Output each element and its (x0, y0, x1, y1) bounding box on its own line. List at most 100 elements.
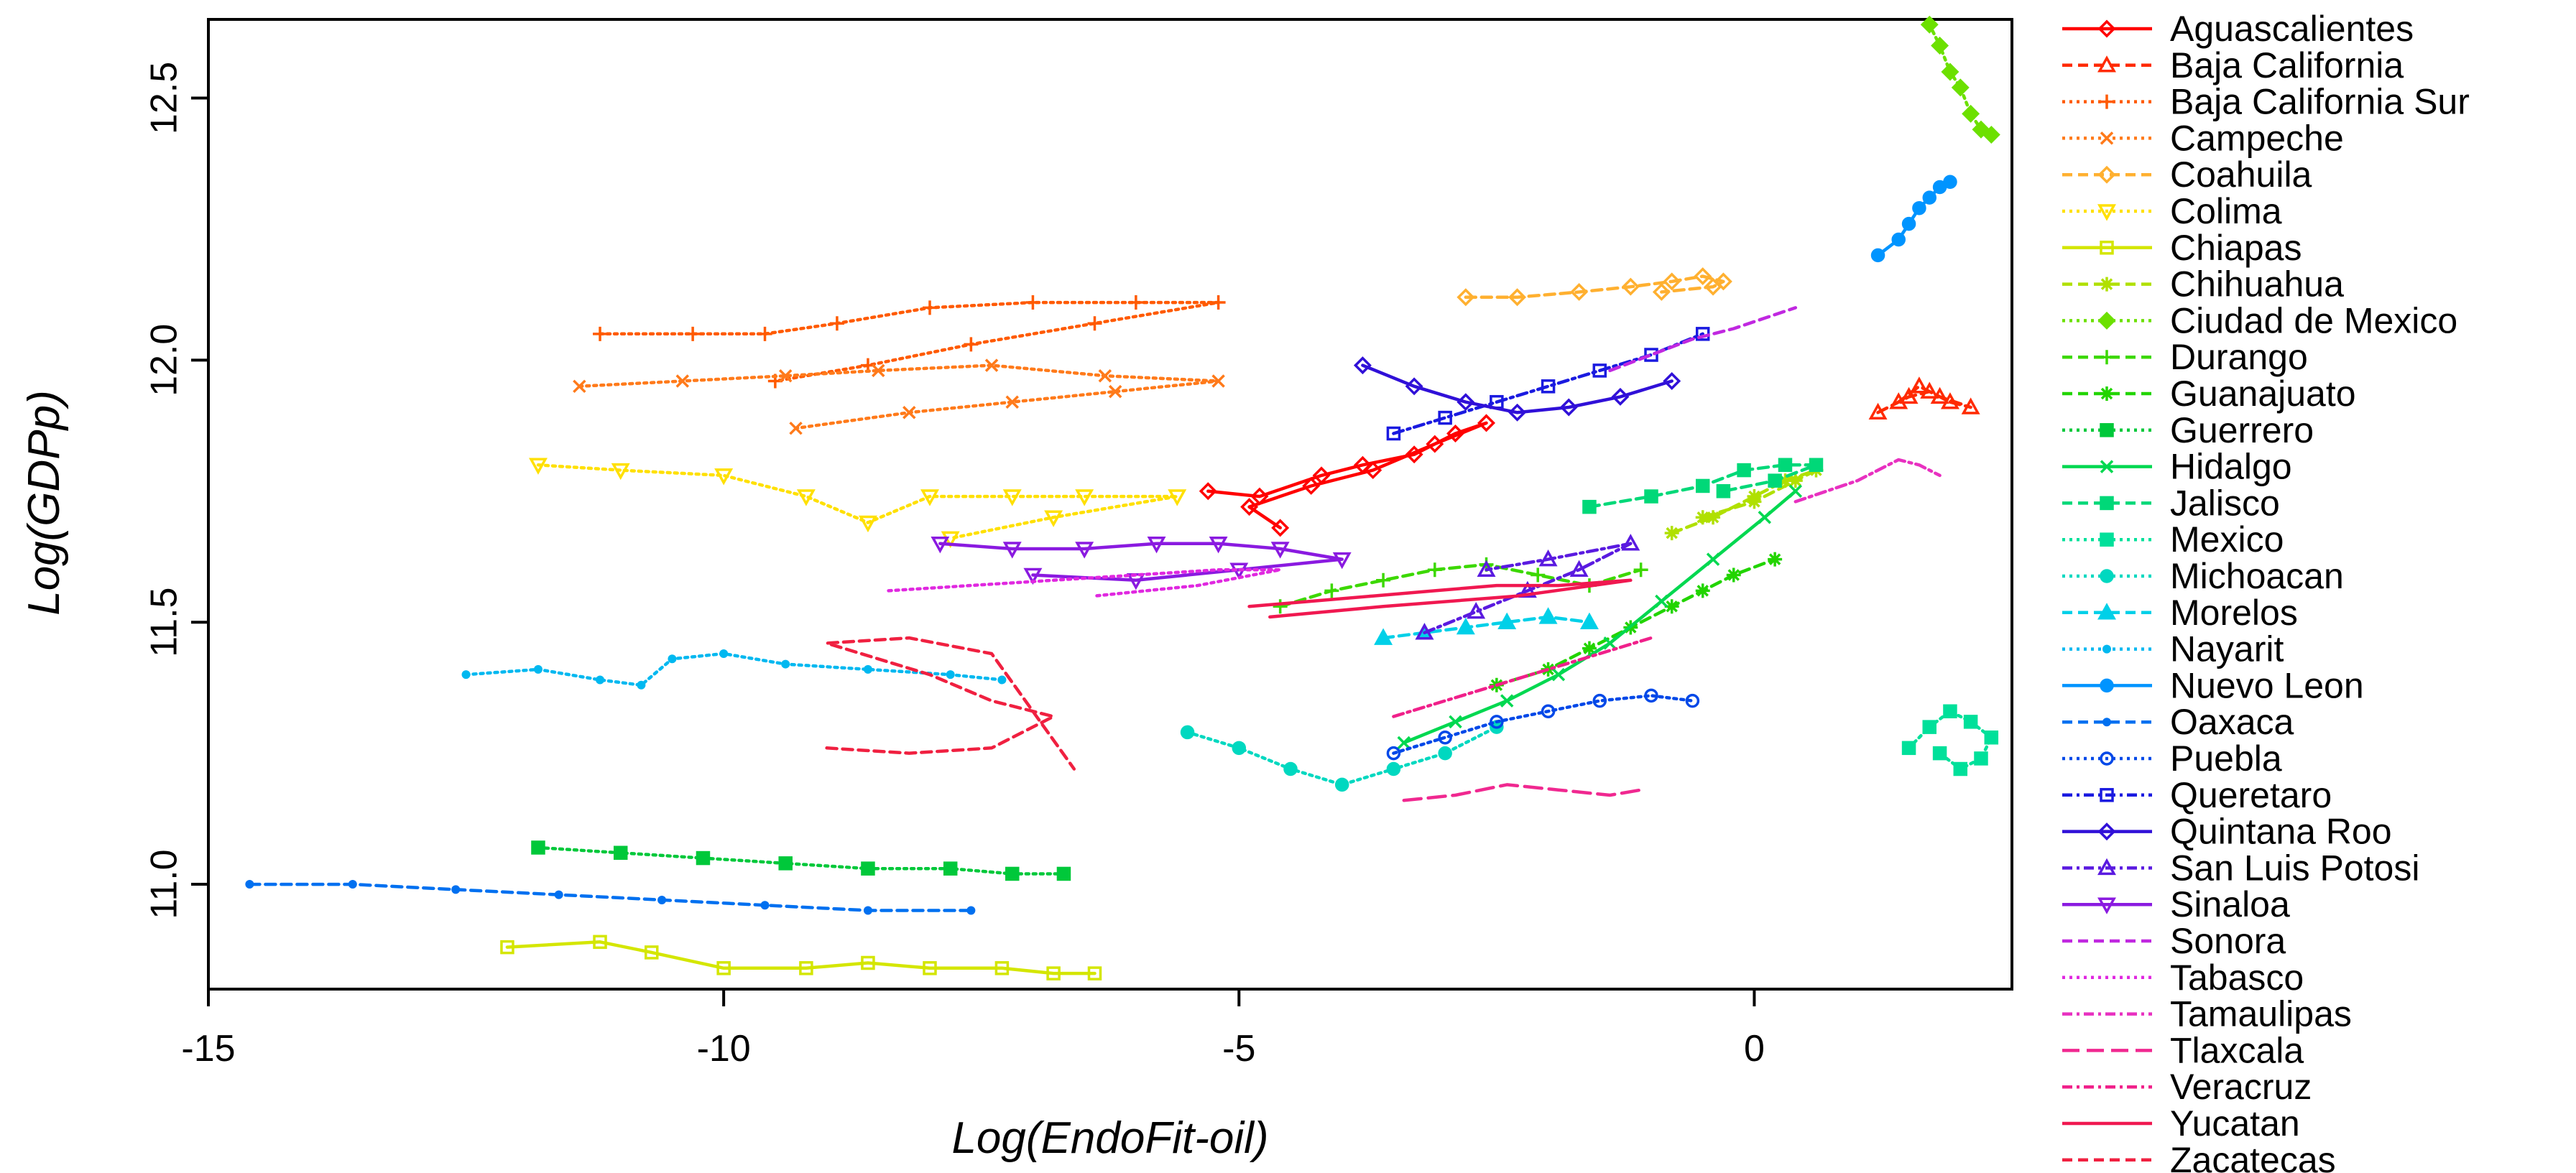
data-point (528, 458, 548, 475)
data-point (1901, 741, 1916, 756)
legend-marker (2100, 94, 2114, 109)
data-point (1056, 866, 1071, 881)
series-line (1495, 557, 1777, 687)
data-point (1108, 384, 1122, 399)
data-point (1324, 583, 1339, 598)
data-point (1714, 272, 1732, 291)
data-point (245, 880, 254, 889)
legend-item: Quintana Roo (2062, 812, 2392, 852)
data-point (1438, 410, 1452, 425)
series-yucatan (1247, 578, 1633, 619)
series-campeche (573, 358, 1225, 435)
legend-item: Colima (2062, 191, 2282, 231)
data-point (533, 664, 543, 674)
data-point (611, 463, 630, 481)
legend-item: Tlaxcala (2062, 1030, 2304, 1070)
series-tlaxcala (1402, 783, 1643, 802)
data-point (1273, 599, 1288, 614)
legend-marker (2100, 131, 2114, 145)
data-point (1694, 267, 1712, 286)
data-point (1704, 277, 1722, 296)
data-point (1075, 542, 1094, 559)
legend-label: Puebla (2170, 738, 2282, 779)
x-tick-label: -5 (1222, 1028, 1255, 1070)
legend-item: Queretaro (2062, 775, 2332, 815)
x-tick-label: 0 (1744, 1028, 1765, 1070)
data-point (1180, 725, 1195, 740)
data-point (1168, 489, 1187, 506)
data-point (1685, 693, 1700, 708)
data-point (1951, 78, 1970, 97)
series-line (1247, 578, 1633, 619)
data-point (1386, 426, 1401, 441)
series-morelos (1374, 607, 1599, 645)
legend-label: Colima (2170, 191, 2282, 231)
legend-label: Sonora (2170, 921, 2286, 961)
data-point (1002, 489, 1022, 506)
legend-marker (2100, 788, 2114, 802)
data-point (1023, 567, 1043, 585)
data-point (1002, 542, 1022, 559)
legend-marker (2097, 19, 2116, 38)
series-oaxaca (245, 880, 976, 915)
data-point (861, 861, 875, 876)
data-point (1961, 397, 1980, 414)
data-point (1087, 966, 1102, 980)
data-point (593, 326, 608, 341)
series-line (887, 567, 1282, 598)
data-point (657, 895, 667, 904)
data-point (1931, 37, 1949, 55)
data-point (1353, 356, 1372, 375)
data-point (781, 659, 790, 669)
data-point (861, 955, 875, 970)
series-line (1423, 542, 1633, 635)
data-point (1592, 693, 1607, 708)
data-point (1438, 730, 1452, 745)
data-point (1312, 466, 1331, 485)
data-point (1922, 720, 1937, 734)
legend-marker (2097, 165, 2116, 184)
series-line (1402, 783, 1643, 802)
data-point (1199, 482, 1217, 501)
data-point (1098, 368, 1112, 383)
data-point (1332, 552, 1352, 570)
data-point (1559, 398, 1578, 417)
data-point (863, 664, 872, 674)
data-point (1726, 567, 1741, 583)
legend-item: Guerrero (2062, 410, 2314, 450)
data-point (1397, 736, 1411, 750)
legend-item: Sinaloa (2062, 884, 2290, 924)
data-point (1128, 295, 1143, 310)
data-point (1953, 761, 1968, 776)
data-point (685, 326, 701, 341)
data-point (1621, 277, 1640, 296)
legend-marker (2100, 532, 2114, 547)
data-point (1592, 363, 1607, 378)
legend-item: Chihuahua (2062, 264, 2344, 305)
legend-item: Veracruz (2062, 1067, 2312, 1107)
legend-marker (2100, 350, 2114, 365)
series-sonora (1608, 306, 1798, 373)
series-line (938, 542, 1344, 583)
data-point (931, 536, 950, 554)
legend-marker (2100, 569, 2114, 583)
series-sinaloa (931, 536, 1352, 590)
data-point (1025, 295, 1040, 310)
data-point (644, 945, 659, 960)
legend-marker (2100, 277, 2114, 292)
series-nayarit (461, 649, 1007, 690)
data-point (593, 935, 607, 950)
data-point (1664, 526, 1679, 541)
legend-label: Baja California Sur (2170, 82, 2470, 122)
data-point (573, 379, 586, 394)
legend-item: Ciudad de Mexico (2062, 300, 2457, 340)
legend-marker (2097, 858, 2116, 876)
data-point (872, 363, 885, 378)
data-point (1901, 216, 1916, 231)
legend-label: Yucatan (2170, 1103, 2300, 1144)
data-point (637, 680, 646, 690)
data-point (1541, 379, 1556, 394)
legend-marker (2097, 897, 2116, 914)
data-point (1611, 387, 1630, 406)
